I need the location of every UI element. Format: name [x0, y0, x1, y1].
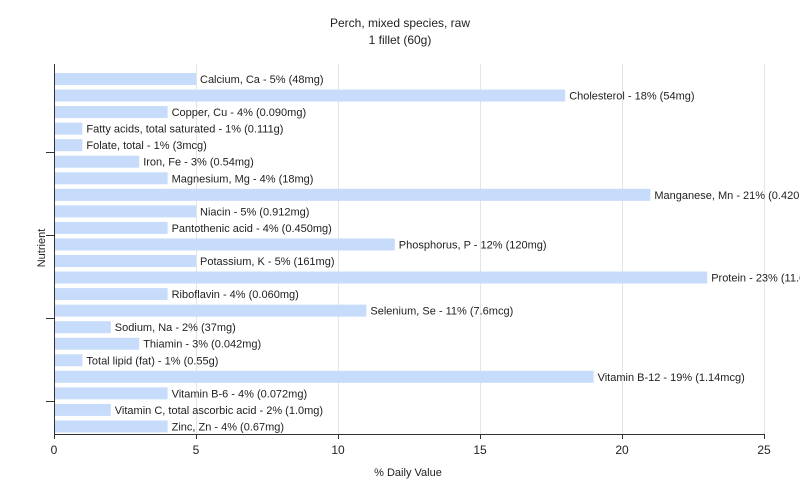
x-tick-label: 25	[757, 443, 771, 457]
bar	[55, 304, 367, 317]
bar-label: Fatty acids, total saturated - 1% (0.111…	[86, 124, 283, 136]
bar	[55, 73, 196, 85]
bar-label: Vitamin B-12 - 19% (1.14mcg)	[598, 372, 745, 384]
bar-label: Iron, Fe - 3% (0.54mg)	[143, 157, 254, 169]
chart-subtitle: 1 fillet (60g)	[369, 33, 432, 47]
bar-label: Manganese, Mn - 21% (0.420mg)	[654, 190, 800, 202]
bar-label: Pantothenic acid - 4% (0.450mg)	[172, 223, 332, 235]
chart-title: Perch, mixed species, raw	[330, 16, 470, 30]
bar	[55, 354, 83, 367]
bar	[55, 370, 594, 383]
axes-layer: 0 5 10 15 20 25	[46, 64, 771, 457]
bar-label: Niacin - 5% (0.912mg)	[200, 206, 309, 218]
bar-label: Vitamin C, total ascorbic acid - 2% (1.0…	[115, 405, 323, 417]
bar-label: Total lipid (fat) - 1% (0.55g)	[86, 355, 218, 367]
x-tick-label: 20	[615, 443, 629, 457]
bar	[55, 172, 168, 185]
bar-label: Protein - 23% (11.63g)	[711, 273, 800, 285]
bars-layer	[55, 73, 708, 433]
x-tick-label: 15	[473, 443, 487, 457]
bar	[55, 420, 168, 433]
bar	[55, 221, 168, 234]
bar-label: Thiamin - 3% (0.042mg)	[143, 339, 261, 351]
bar-label: Copper, Cu - 4% (0.090mg)	[172, 107, 307, 119]
bar	[55, 205, 196, 218]
bar	[55, 89, 566, 102]
x-tick-label: 10	[331, 443, 345, 457]
bar	[55, 321, 111, 334]
bar	[55, 155, 140, 168]
bar-label: Sodium, Na - 2% (37mg)	[115, 322, 236, 334]
x-tick-label: 5	[193, 443, 200, 457]
x-axis-label: % Daily Value	[374, 467, 442, 479]
bar-label: Phosphorus, P - 12% (120mg)	[399, 239, 547, 251]
bar	[55, 139, 83, 152]
bar	[55, 255, 196, 267]
bar	[55, 288, 168, 301]
bar-label: Magnesium, Mg - 4% (18mg)	[172, 173, 314, 185]
bar-label: Calcium, Ca - 5% (48mg)	[200, 74, 323, 86]
bar	[55, 122, 83, 135]
bar	[55, 271, 708, 284]
x-tick-label: 0	[51, 443, 58, 457]
bar	[55, 238, 395, 251]
bar	[55, 188, 651, 201]
bar	[55, 106, 168, 119]
bar-label: Cholesterol - 18% (54mg)	[569, 91, 694, 103]
bar-label: Folate, total - 1% (3mcg)	[86, 140, 206, 152]
bar	[55, 403, 111, 416]
bar	[55, 337, 140, 350]
bar-label: Potassium, K - 5% (161mg)	[200, 256, 335, 268]
bar-label: Vitamin B-6 - 4% (0.072mg)	[172, 388, 308, 400]
bar-label: Selenium, Se - 11% (7.6mcg)	[370, 306, 513, 318]
y-axis-label: Nutrient	[36, 229, 48, 268]
bar	[55, 387, 168, 400]
bar-label: Riboflavin - 4% (0.060mg)	[172, 289, 299, 301]
bar-labels-layer: Calcium, Ca - 5% (48mg) Cholesterol - 18%…	[86, 74, 800, 433]
bar-label: Zinc, Zn - 4% (0.67mg)	[172, 421, 284, 433]
